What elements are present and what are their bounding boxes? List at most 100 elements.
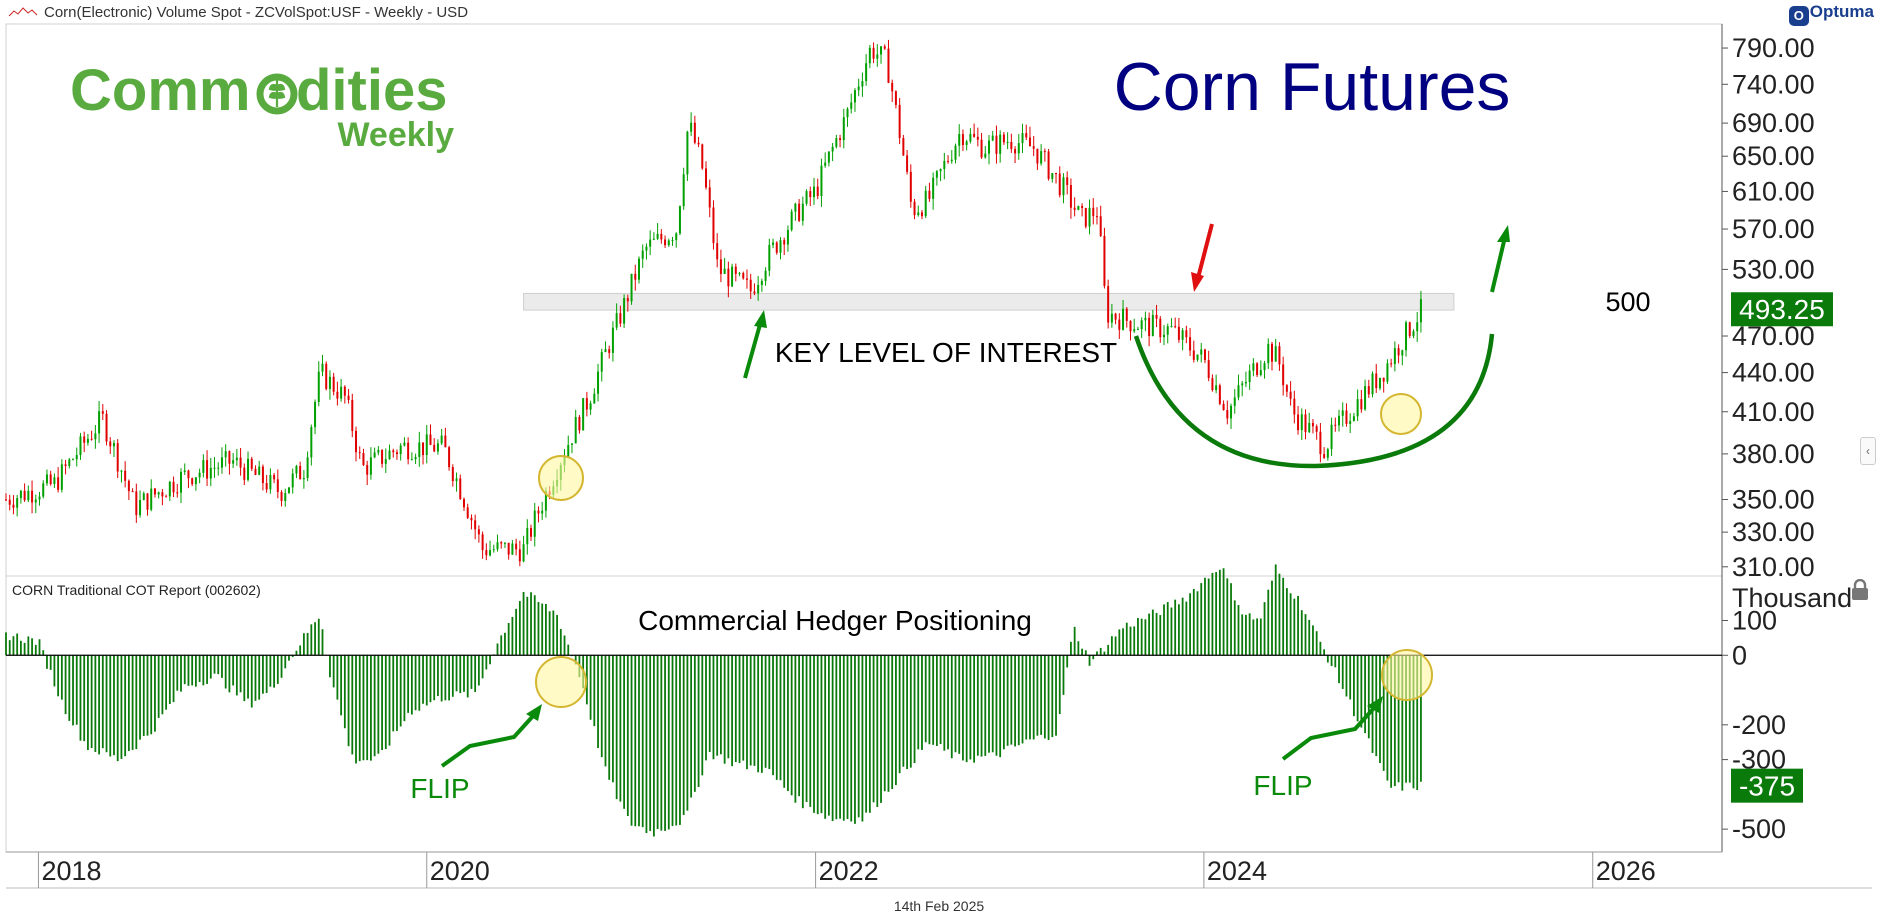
lock-icon[interactable] [1850, 579, 1870, 601]
cot-bar [567, 644, 570, 656]
footer-date: 14th Feb 2025 [893, 898, 985, 914]
price-candle [224, 444, 227, 467]
cot-bar [209, 655, 212, 679]
cot-bar [999, 655, 1002, 758]
price-candle [1047, 149, 1050, 181]
cot-bar [258, 655, 261, 700]
price-candle [511, 540, 514, 555]
price-candle [1077, 205, 1080, 211]
price-candle [477, 525, 480, 543]
price-candle [991, 130, 994, 142]
cot-bar [1338, 655, 1340, 684]
price-candle [1051, 172, 1054, 183]
price-candle [1155, 304, 1158, 328]
collapse-panel-button[interactable]: ‹ [1860, 437, 1876, 465]
cot-bar [53, 655, 56, 687]
cot-bar [366, 655, 369, 761]
cot-bar [1345, 655, 1348, 697]
cot-bar [809, 655, 812, 807]
cot-bar [813, 655, 815, 813]
cot-bar [157, 655, 160, 718]
cot-bar [474, 655, 477, 693]
price-candle [1129, 320, 1132, 341]
cot-bar [1412, 655, 1415, 789]
price-candle [1360, 389, 1363, 413]
cot-bar [701, 655, 704, 776]
price-candle [1419, 290, 1422, 333]
cot-bar [1021, 655, 1024, 744]
price-candle [898, 98, 901, 145]
cot-bar [347, 655, 350, 747]
price-candle [321, 354, 324, 377]
cot-bar [708, 655, 711, 752]
cot-bar [1051, 655, 1054, 738]
cot-bar [31, 638, 33, 656]
optuma-logo-text: Optuma [1809, 2, 1874, 21]
logo-line1-end: dities [296, 58, 448, 123]
cot-bar [165, 655, 168, 710]
cot-bar [429, 655, 432, 703]
price-candle [228, 450, 231, 475]
cot-bar [1405, 655, 1407, 783]
price-candle [1196, 354, 1199, 362]
price-candle [1263, 360, 1266, 379]
price-candle [206, 450, 209, 486]
price-candle [1390, 358, 1393, 368]
price-candle [537, 506, 540, 523]
cot-bar [1189, 593, 1191, 656]
cot-bar [500, 635, 503, 656]
price-candle [716, 233, 719, 268]
cot-bar [1077, 641, 1080, 656]
cot-bar [276, 655, 279, 684]
price-candle [861, 72, 864, 97]
cot-bar [198, 655, 201, 683]
cot-bar [254, 655, 257, 701]
last-price-badge [1731, 292, 1833, 327]
price-candle [213, 457, 216, 478]
cot-bar [984, 655, 987, 756]
price-candle [1267, 338, 1270, 369]
price-candle [49, 470, 52, 486]
cot-bar [1237, 605, 1240, 656]
flip-arrow-right [1281, 696, 1383, 761]
cot-bar [437, 655, 439, 697]
cot-bar [1215, 572, 1218, 656]
cot-bar [280, 655, 283, 678]
price-candle [1226, 400, 1229, 425]
cot-bar [924, 655, 927, 743]
cot-bar [1099, 647, 1102, 656]
cot-bar [511, 616, 514, 656]
price-candle [976, 127, 979, 147]
cot-bar [705, 655, 707, 761]
price-candle [157, 491, 160, 499]
price-candle [600, 348, 603, 382]
cot-bar [46, 655, 48, 669]
price-candle [1088, 199, 1091, 235]
price-candle [894, 90, 897, 109]
cot-bar [481, 655, 484, 679]
cot-bar [679, 655, 681, 825]
cot-bar [377, 655, 380, 754]
cot-bar [556, 615, 558, 656]
price-candle [232, 453, 235, 469]
price-candle [1408, 321, 1411, 339]
price-candle [786, 225, 789, 252]
price-candle [1081, 203, 1084, 217]
cot-bar [664, 655, 666, 831]
cot-bar [202, 655, 205, 686]
cot-bar [1107, 644, 1110, 656]
price-candle [790, 209, 793, 232]
cot-bar [161, 655, 164, 715]
price-candle [1270, 341, 1273, 371]
price-candle [34, 494, 37, 514]
price-candle [105, 410, 108, 446]
price-candle [1207, 350, 1210, 382]
cot-bar [883, 655, 886, 792]
price-candle [660, 229, 663, 244]
price-candle [812, 177, 815, 205]
price-candle [880, 45, 883, 64]
cot-bar [965, 655, 968, 763]
price-candle [1315, 424, 1318, 440]
price-candle [980, 132, 983, 159]
